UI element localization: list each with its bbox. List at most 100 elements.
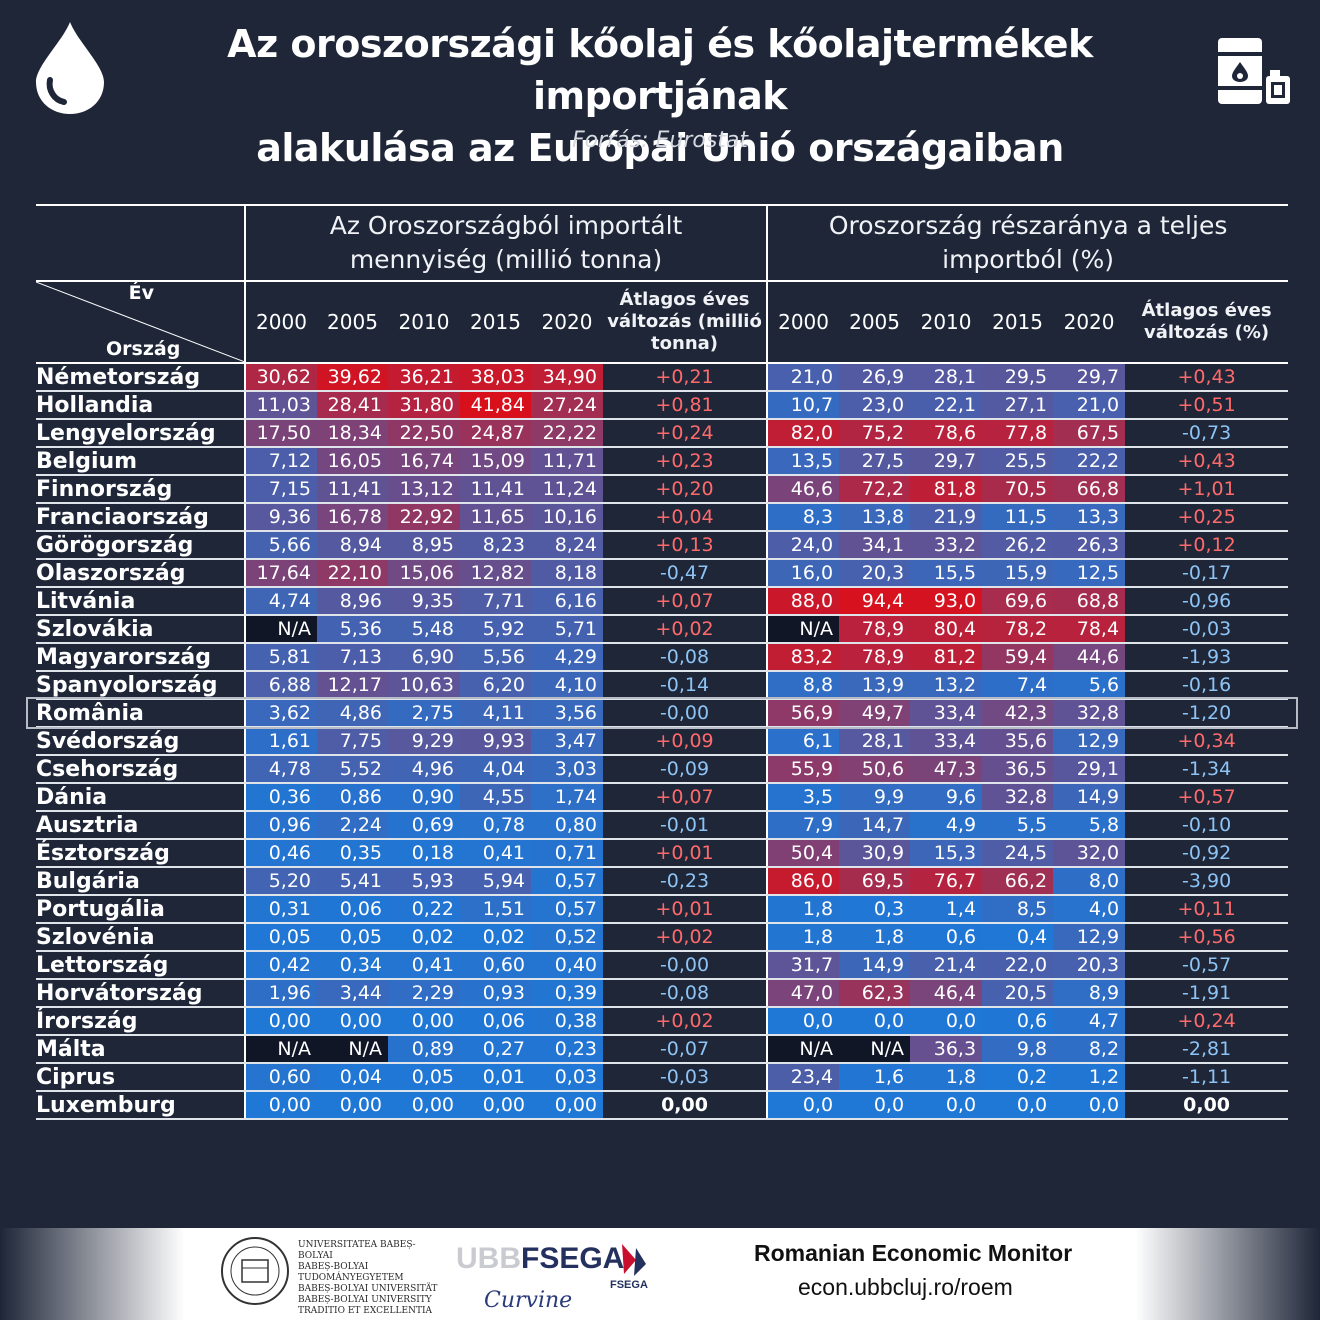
share-cell: 62,3	[839, 979, 911, 1008]
quantity-cell: 5,71	[531, 615, 603, 644]
quantity-cell: 3,56	[531, 699, 603, 728]
share-cell: 1,8	[767, 895, 840, 924]
quantity-cell: 16,78	[317, 503, 388, 532]
table-row: Luxemburg 0,00 0,00 0,00 0,00 0,00 0,00 0,0 0,0 0…	[36, 1091, 1289, 1120]
quantity-cell: 9,35	[388, 587, 460, 616]
table-row: Horvátország 1,96 3,44 2,29 0,93 0,39 -0,08 47,…	[36, 979, 1289, 1008]
roem-link[interactable]: econ.ubbcluj.ro/roem	[798, 1274, 1013, 1300]
quantity-cell: 34,90	[531, 363, 603, 392]
table-row: Spanyolország 6,88 12,17 10,63 6,20 4,10 -0,14…	[36, 671, 1289, 700]
quantity-cell: 3,03	[531, 755, 603, 784]
country-name: România	[36, 699, 246, 728]
country-name: Málta	[36, 1035, 246, 1064]
quantity-cell: 30,62	[245, 363, 317, 392]
share-cell: 25,5	[982, 447, 1054, 476]
share-cell: 67,5	[1053, 419, 1126, 448]
quantity-change-cell: +0,01	[603, 839, 769, 868]
share-cell: 12,5	[1053, 559, 1126, 588]
quantity-cell: 8,95	[388, 531, 460, 560]
table-row: Portugália 0,31 0,06 0,22 1,51 0,57 +0,01 1,8 0,…	[36, 895, 1289, 924]
table-row: Belgium 7,12 16,05 16,74 15,09 11,71 +0,23 13,5…	[36, 447, 1289, 476]
share-change-cell: -1,34	[1125, 755, 1289, 784]
country-name: Szlovénia	[36, 923, 246, 952]
quantity-cell: 2,24	[317, 811, 388, 840]
data-table-container: Az Oroszországból importált mennyiség (m…	[36, 204, 1289, 1120]
share-change-cell: +0,25	[1125, 503, 1289, 532]
quantity-cell: 1,96	[245, 979, 317, 1008]
share-cell: 14,9	[1053, 783, 1126, 812]
table-row: Lettország 0,42 0,34 0,41 0,60 0,40 -0,00 31,7 1…	[36, 951, 1289, 980]
share-cell: 47,3	[910, 755, 983, 784]
ubb-logo-text: UBB	[456, 1242, 521, 1275]
quantity-cell: 4,86	[317, 699, 388, 728]
share-cell: 34,1	[839, 531, 911, 560]
quantity-cell: 0,86	[317, 783, 388, 812]
share-cell: 81,2	[910, 643, 983, 672]
share-cell: 0,4	[982, 923, 1054, 952]
share-cell: 0,0	[982, 1091, 1054, 1120]
avg-quantity-label-3: tonna)	[651, 333, 719, 354]
quantity-change-cell: +0,81	[603, 391, 769, 420]
share-cell: 29,7	[1053, 363, 1126, 392]
quantity-change-cell: +0,09	[603, 727, 769, 756]
oil-barrel-icon	[1218, 38, 1290, 104]
share-cell: 75,2	[839, 419, 911, 448]
table-row: Dánia 0,36 0,86 0,90 4,55 1,74 +0,07 3,5 9,9 9,6 3…	[36, 783, 1289, 812]
share-cell: 33,4	[910, 699, 983, 728]
quantity-cell: 0,38	[531, 1007, 603, 1036]
quantity-change-cell: 0,00	[603, 1091, 769, 1120]
quantity-cell: 1,61	[245, 727, 317, 756]
quantity-change-cell: +0,23	[603, 447, 769, 476]
quantity-change-cell: +0,07	[603, 783, 769, 812]
quantity-cell: 6,16	[531, 587, 603, 616]
quantity-cell: 1,51	[460, 895, 531, 924]
quantity-cell: 0,69	[388, 811, 460, 840]
share-cell: 29,5	[982, 363, 1054, 392]
quantity-cell: 0,39	[531, 979, 603, 1008]
quantity-cell: 4,78	[245, 755, 317, 784]
share-cell: 5,6	[1053, 671, 1126, 700]
share-cell: 81,8	[910, 475, 983, 504]
share-change-cell: +1,01	[1125, 475, 1289, 504]
quantity-cell: 16,05	[317, 447, 388, 476]
university-name-ro: UNIVERSITATEA BABEȘ-BOLYAI	[298, 1240, 416, 1261]
quantity-cell: 8,18	[531, 559, 603, 588]
table-row: Görögország 5,66 8,94 8,95 8,23 8,24 +0,13 24,0…	[36, 531, 1289, 560]
quantity-change-cell: -0,08	[603, 979, 769, 1008]
share-cell: 50,4	[767, 839, 840, 868]
page-title: Az oroszországi kőolaj és kőolajtermékek…	[110, 18, 1210, 174]
quantity-cell: 3,47	[531, 727, 603, 756]
quantity-change-cell: -0,47	[603, 559, 769, 588]
quantity-cell: 31,80	[388, 391, 460, 420]
year-header: 2015	[460, 281, 531, 364]
share-cell: 69,5	[839, 867, 911, 896]
quantity-change-cell: +0,02	[603, 1007, 769, 1036]
share-cell: 49,7	[839, 699, 911, 728]
quantity-cell: 8,23	[460, 531, 531, 560]
quantity-cell: 38,03	[460, 363, 531, 392]
share-cell: 0,0	[839, 1091, 911, 1120]
share-cell: 32,8	[982, 783, 1054, 812]
share-cell: 59,4	[982, 643, 1054, 672]
quantity-cell: 27,24	[531, 391, 603, 420]
country-name: Bulgária	[36, 867, 246, 896]
share-cell: 69,6	[982, 587, 1054, 616]
year-header: 2000	[767, 281, 840, 364]
quantity-cell: 0,05	[317, 923, 388, 952]
quantity-cell: 0,40	[531, 951, 603, 980]
share-cell: 55,9	[767, 755, 840, 784]
quantity-cell: 5,52	[317, 755, 388, 784]
avg-share-label-1: Átlagos éves	[1141, 300, 1272, 321]
country-name: Franciaország	[36, 503, 246, 532]
share-cell: 78,9	[839, 615, 911, 644]
quantity-cell: 0,01	[460, 1063, 531, 1092]
quantity-cell: 7,12	[245, 447, 317, 476]
quantity-cell: 2,29	[388, 979, 460, 1008]
quantity-cell: 0,36	[245, 783, 317, 812]
share-cell: 4,7	[1053, 1007, 1126, 1036]
country-name: Spanyolország	[36, 671, 246, 700]
share-change-cell: +0,57	[1125, 783, 1289, 812]
share-cell: 21,9	[910, 503, 983, 532]
table-row: Svédország 1,61 7,75 9,29 9,93 3,47 +0,09 6,1 28…	[36, 727, 1289, 756]
quantity-cell: 0,71	[531, 839, 603, 868]
